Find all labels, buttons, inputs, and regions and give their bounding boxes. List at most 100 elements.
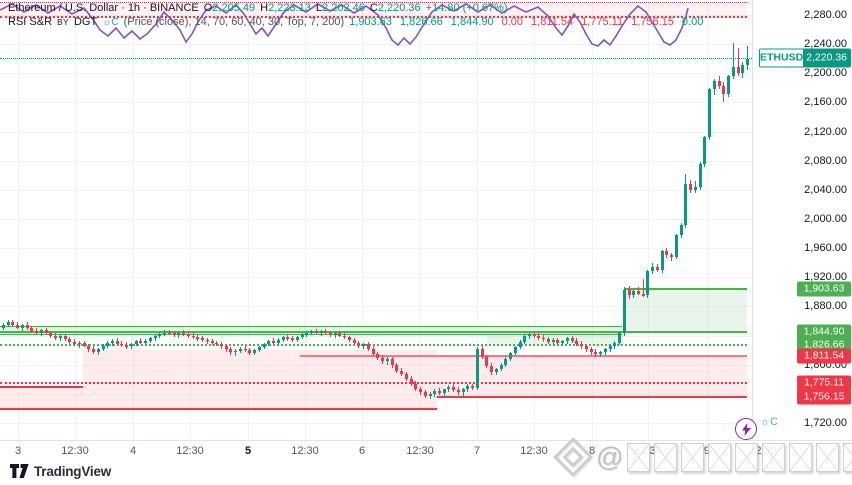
- missing-glyph-box: [627, 442, 651, 472]
- candle: [736, 67, 740, 74]
- indicator-value: 1,775.11: [581, 16, 624, 28]
- current-price-line: [0, 58, 752, 60]
- candle: [670, 255, 674, 257]
- candle: [594, 352, 598, 354]
- candle: [437, 390, 441, 394]
- candle: [134, 341, 138, 344]
- candle: [570, 338, 574, 341]
- time-axis-label: 3: [14, 445, 22, 457]
- candle: [343, 335, 347, 338]
- boost-button[interactable]: [735, 418, 757, 440]
- candle: [120, 343, 124, 346]
- candle: [461, 388, 465, 393]
- indicator-value: 0.00: [681, 16, 704, 28]
- v-gridline: [534, 0, 535, 440]
- candle: [584, 346, 588, 350]
- candle: [741, 64, 745, 74]
- candle: [115, 340, 119, 344]
- h-gridline: [0, 364, 752, 366]
- h-gridline: [0, 306, 752, 308]
- candle: [215, 342, 219, 345]
- price-axis-label: 2,080.00: [804, 154, 847, 167]
- candle: [731, 67, 735, 77]
- time-axis-label: 12:30: [406, 445, 434, 457]
- candle-wick: [183, 330, 185, 336]
- candle: [163, 332, 167, 335]
- v-gridline: [477, 0, 478, 440]
- sr-level-line: [0, 344, 747, 347]
- candle: [528, 334, 532, 337]
- candle: [641, 294, 645, 296]
- candle: [191, 335, 195, 338]
- candle-wick: [604, 347, 606, 356]
- indicator-value: 0.00: [501, 16, 524, 28]
- time-axis-label: 5: [244, 445, 252, 457]
- candle: [542, 337, 546, 340]
- candle: [613, 342, 617, 347]
- candle: [11, 322, 15, 325]
- candle: [87, 345, 91, 350]
- h-gridline: [0, 44, 752, 46]
- candle: [499, 364, 503, 370]
- price-axis-label: 1,960.00: [804, 242, 847, 255]
- time-axis-label: 4: [129, 445, 137, 457]
- v-gridline: [75, 0, 76, 440]
- dgt-logo-icon: ☼C: [102, 17, 119, 28]
- candle-wick: [600, 350, 602, 358]
- candle: [385, 358, 389, 362]
- candle: [172, 333, 176, 335]
- candle: [722, 86, 726, 94]
- price-axis[interactable]: 2,280.00 2,240.00 2,200.00 2,160.00 2,120.00…: [752, 0, 852, 440]
- candle: [139, 341, 143, 343]
- candle: [2, 324, 5, 328]
- v-gridline: [133, 0, 134, 440]
- candle: [338, 333, 342, 336]
- candle: [423, 392, 427, 397]
- candle: [419, 388, 423, 393]
- candle: [324, 331, 328, 334]
- h-gridline: [0, 218, 752, 220]
- sr-level-line: [437, 395, 747, 398]
- candle: [272, 341, 276, 343]
- tradingview-logo[interactable]: TradingView: [10, 464, 111, 479]
- indicator-value: 1,826.66: [399, 16, 443, 28]
- candle: [504, 358, 508, 365]
- candle: [182, 333, 186, 335]
- tradingview-brand-text: TradingView: [34, 464, 112, 479]
- candle: [428, 393, 432, 397]
- candle: [366, 344, 370, 349]
- symbol-legend-row[interactable]: Ethereum / U.S. Dollar · 1h · BINANCE O2…: [8, 2, 703, 16]
- candle: [63, 336, 67, 340]
- candle: [409, 378, 413, 384]
- candle: [674, 235, 678, 257]
- v-gridline: [592, 0, 593, 440]
- candle: [608, 346, 612, 350]
- time-axis-label: 12:30: [61, 445, 89, 457]
- watermark-at: @: [596, 441, 624, 472]
- candle: [575, 340, 579, 344]
- candle: [589, 349, 593, 353]
- candle: [82, 342, 86, 346]
- missing-glyph-box: [708, 442, 732, 472]
- plot-area[interactable]: [0, 0, 752, 440]
- candle: [395, 365, 399, 372]
- indicator-legend-row[interactable]: RSI S&R BY DGT ☼C (Price (close), 14, 70…: [8, 16, 703, 30]
- candle: [333, 333, 337, 335]
- candle-wick: [642, 278, 644, 297]
- candle: [494, 369, 498, 372]
- candle: [347, 337, 351, 340]
- candle: [390, 358, 394, 366]
- candle: [92, 349, 96, 352]
- support-resistance-zone: [0, 326, 622, 336]
- candle: [471, 385, 475, 388]
- watermark: @: [552, 436, 852, 478]
- h-gridline: [0, 335, 752, 337]
- candle: [186, 334, 190, 336]
- ohlc-close: C2,220.36: [369, 2, 421, 14]
- h-gridline: [0, 248, 752, 250]
- candle: [210, 341, 214, 343]
- candle: [96, 348, 100, 352]
- candle-wick: [747, 45, 748, 70]
- candle: [404, 374, 408, 379]
- candle: [371, 348, 375, 354]
